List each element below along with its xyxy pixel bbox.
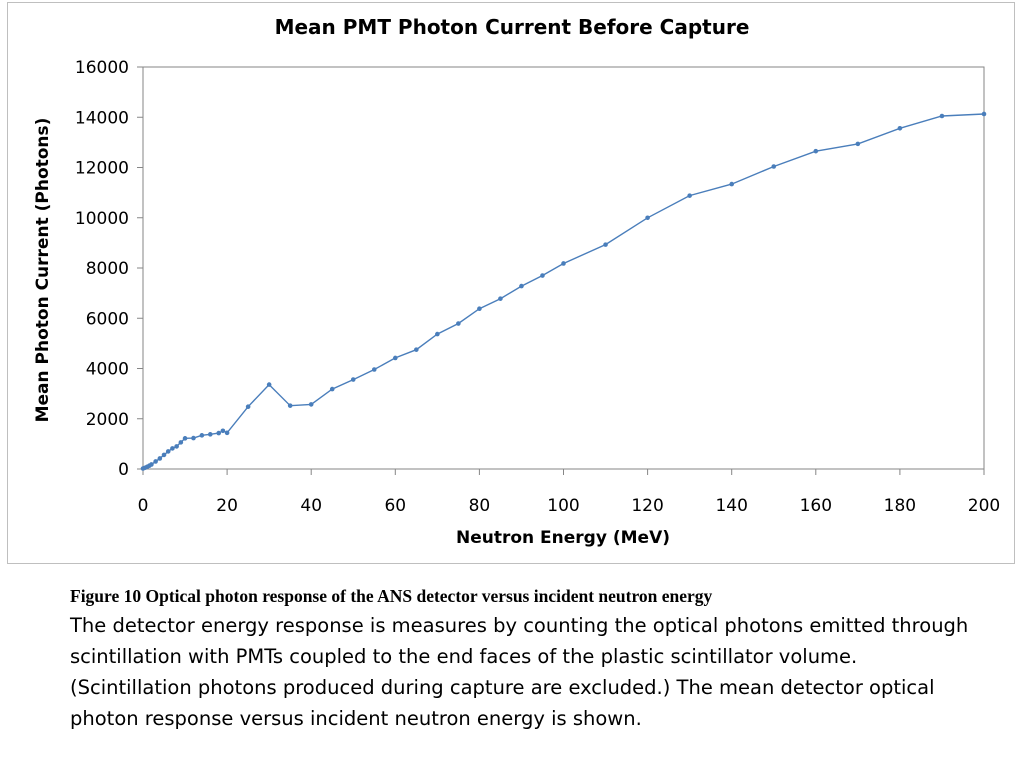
data-point [981, 111, 987, 117]
data-point [456, 321, 461, 326]
data-point [170, 446, 175, 451]
data-point [220, 428, 226, 434]
data-point [477, 306, 482, 312]
data-point [855, 141, 861, 147]
x-tick-label: 20 [216, 496, 238, 516]
data-point [540, 273, 545, 278]
y-axis: 0 2000 4000 6000 8000 10000 12000 14000 16000 [75, 58, 143, 480]
chart-title: Mean PMT Photon Current Before Capture [275, 15, 750, 39]
data-point [414, 347, 419, 352]
data-point [224, 430, 230, 436]
y-tick-label: 10000 [75, 209, 129, 229]
x-tick-label: 100 [547, 496, 579, 516]
data-point [498, 296, 503, 301]
x-tick-label: 0 [138, 496, 149, 516]
x-tick-label: 60 [384, 496, 406, 516]
data-point [178, 440, 184, 445]
data-point [149, 462, 154, 467]
data-point [603, 242, 608, 247]
data-point [350, 377, 356, 382]
x-axis-title: Neutron Energy (MeV) [456, 528, 670, 548]
y-tick-label: 12000 [75, 159, 129, 179]
y-tick-label: 16000 [75, 58, 129, 78]
x-tick-label: 120 [631, 496, 663, 516]
data-point [897, 126, 903, 131]
x-tick-label: 40 [300, 496, 322, 516]
series-layer [140, 111, 987, 471]
data-point [182, 436, 188, 441]
x-axis: 0 20 40 60 80 100 120 140 160 180 200 [138, 469, 1000, 516]
data-point [687, 193, 692, 198]
data-point [308, 402, 314, 407]
data-point [245, 404, 251, 409]
x-tick-label: 140 [715, 496, 747, 516]
data-point [519, 283, 524, 289]
data-point [266, 382, 272, 387]
x-tick-label: 180 [884, 496, 916, 516]
figure-caption-body: The detector energy response is measures… [70, 614, 969, 730]
y-tick-label: 14000 [75, 108, 129, 128]
chart: Mean PMT Photon Current Before Capture 0… [33, 15, 1000, 548]
data-point [165, 449, 171, 454]
data-point [371, 367, 377, 372]
chart-frame: Mean PMT Photon Current Before Capture 0… [7, 2, 1015, 564]
x-tick-label: 160 [800, 496, 832, 516]
x-tick-label: 80 [469, 496, 491, 516]
y-tick-label: 2000 [86, 410, 129, 430]
data-point [813, 148, 819, 154]
y-tick-label: 8000 [86, 259, 129, 279]
data-point [393, 355, 398, 361]
data-point [161, 452, 167, 458]
x-tick-label: 200 [968, 496, 1000, 516]
data-point [729, 181, 734, 187]
data-point [435, 331, 440, 337]
figure-caption-heading: Figure 10 Optical photon response of the… [70, 586, 713, 606]
plot-area [142, 66, 985, 470]
data-point [287, 403, 293, 408]
data-point [157, 456, 163, 461]
plot-border [142, 66, 985, 470]
data-point [645, 215, 650, 221]
data-point [207, 432, 213, 437]
data-point [199, 433, 205, 438]
data-point [174, 444, 179, 449]
data-point [191, 435, 196, 441]
y-axis-title: Mean Photon Current (Photons) [33, 118, 53, 423]
data-point [771, 164, 777, 169]
data-point [216, 430, 221, 436]
y-tick-label: 0 [118, 460, 129, 480]
y-tick-label: 6000 [86, 309, 129, 329]
data-point [153, 459, 158, 464]
data-point [329, 386, 335, 392]
y-tick-label: 4000 [86, 360, 129, 380]
data-point [561, 261, 566, 266]
data-point [939, 113, 945, 119]
series-line [142, 113, 985, 470]
